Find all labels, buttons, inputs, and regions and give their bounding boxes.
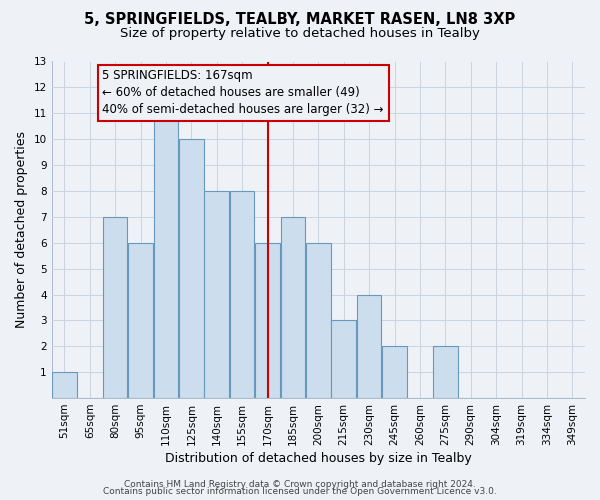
Bar: [382, 346, 407, 398]
Text: Contains public sector information licensed under the Open Government Licence v3: Contains public sector information licen…: [103, 488, 497, 496]
Text: Size of property relative to detached houses in Tealby: Size of property relative to detached ho…: [120, 28, 480, 40]
Bar: [52, 372, 77, 398]
Bar: [179, 139, 203, 398]
Bar: [128, 242, 153, 398]
Bar: [205, 191, 229, 398]
Text: 5, SPRINGFIELDS, TEALBY, MARKET RASEN, LN8 3XP: 5, SPRINGFIELDS, TEALBY, MARKET RASEN, L…: [85, 12, 515, 28]
Bar: [103, 217, 127, 398]
Y-axis label: Number of detached properties: Number of detached properties: [15, 132, 28, 328]
Text: Contains HM Land Registry data © Crown copyright and database right 2024.: Contains HM Land Registry data © Crown c…: [124, 480, 476, 489]
Text: 5 SPRINGFIELDS: 167sqm
← 60% of detached houses are smaller (49)
40% of semi-det: 5 SPRINGFIELDS: 167sqm ← 60% of detached…: [103, 70, 384, 116]
Bar: [281, 217, 305, 398]
Bar: [306, 242, 331, 398]
Bar: [331, 320, 356, 398]
Bar: [357, 294, 382, 398]
X-axis label: Distribution of detached houses by size in Tealby: Distribution of detached houses by size …: [165, 452, 472, 465]
Bar: [433, 346, 458, 398]
Bar: [154, 114, 178, 398]
Bar: [255, 242, 280, 398]
Bar: [230, 191, 254, 398]
